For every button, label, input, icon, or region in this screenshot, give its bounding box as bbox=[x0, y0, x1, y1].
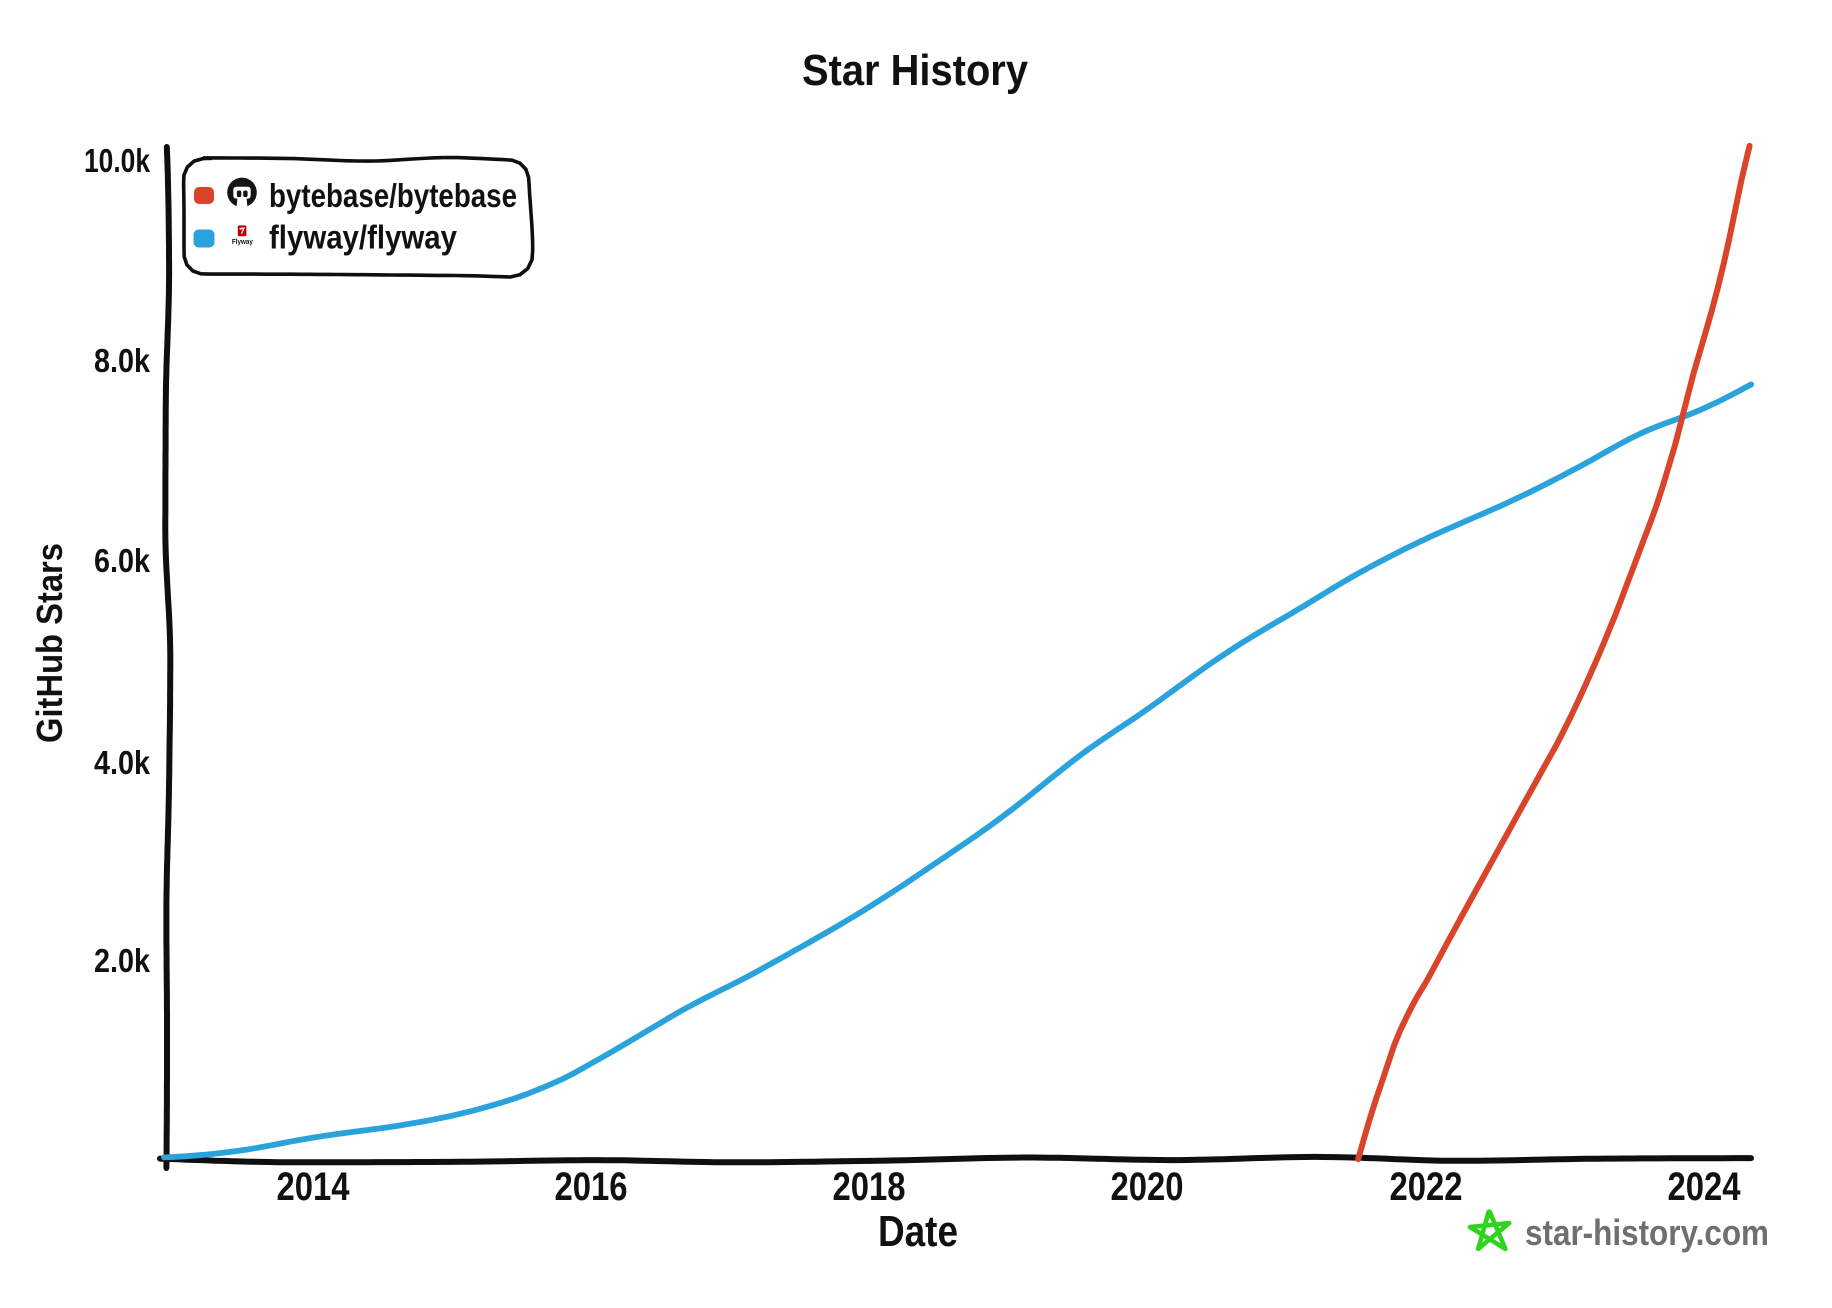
svg-text:2014: 2014 bbox=[277, 1165, 351, 1209]
svg-text:Flyway: Flyway bbox=[232, 239, 253, 246]
svg-text:2024: 2024 bbox=[1668, 1165, 1742, 1209]
svg-text:2018: 2018 bbox=[833, 1165, 906, 1209]
svg-text:star-history.com: star-history.com bbox=[1525, 1212, 1769, 1253]
svg-text:Star History: Star History bbox=[802, 46, 1028, 95]
svg-text:2.0k: 2.0k bbox=[94, 942, 151, 979]
svg-text:2020: 2020 bbox=[1111, 1165, 1184, 1209]
svg-text:10.0k: 10.0k bbox=[84, 142, 151, 179]
svg-text:2016: 2016 bbox=[555, 1165, 628, 1209]
svg-text:flyway/flyway: flyway/flyway bbox=[269, 219, 458, 256]
svg-text:6.0k: 6.0k bbox=[94, 542, 151, 579]
svg-text:GitHub Stars: GitHub Stars bbox=[29, 543, 70, 743]
svg-text:Date: Date bbox=[878, 1207, 958, 1256]
svg-text:4.0k: 4.0k bbox=[94, 744, 151, 781]
svg-text:8.0k: 8.0k bbox=[94, 342, 151, 379]
svg-text:2022: 2022 bbox=[1390, 1165, 1463, 1209]
svg-text:bytebase/bytebase: bytebase/bytebase bbox=[269, 177, 517, 214]
